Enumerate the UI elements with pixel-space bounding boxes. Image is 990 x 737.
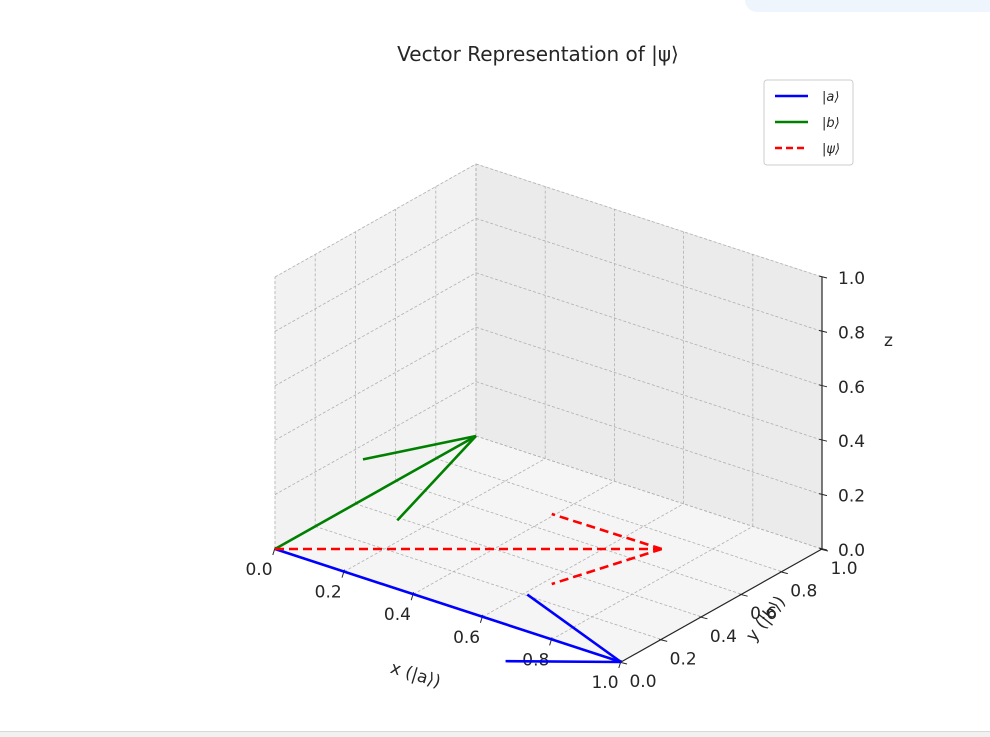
grid-side-z-5 xyxy=(274,163,477,278)
grid-floor-y-3 xyxy=(395,480,742,595)
grid-floor-x-4 xyxy=(551,526,753,640)
bottom-border xyxy=(0,731,990,737)
grid-side-z-1 xyxy=(274,381,477,495)
vector-head-b-1 xyxy=(362,434,477,461)
y-axis-line xyxy=(620,548,823,663)
grid-back-z-1 xyxy=(475,381,823,495)
legend-label-0: |a⟩ xyxy=(822,90,839,105)
z-tick-label-1: 0.2 xyxy=(838,487,865,507)
axis-ticks: 0.0 0.0 0.0 0.2 0.2 0.2 0.4 0.4 0.4 0.6 0.6 0.6 0.8 0… xyxy=(245,269,865,693)
x-axis-label: x (|a⟩) xyxy=(388,658,443,692)
y-tick-label-4: 0.8 xyxy=(790,582,817,602)
vector-shaft-0 xyxy=(274,547,622,664)
x-tick-label-0: 0.0 xyxy=(245,560,272,580)
z-tick-2 xyxy=(818,438,828,442)
grid-floor-y-5 xyxy=(475,435,823,550)
y-tick-label-2: 0.4 xyxy=(710,627,737,647)
grid-floor-x-1 xyxy=(344,458,546,572)
legend: |a⟩ |b⟩ |ψ⟩ xyxy=(763,79,854,166)
legend-label-2: |ψ⟩ xyxy=(822,142,840,157)
grid-back-z-5 xyxy=(475,163,823,278)
z-tick-label-4: 0.8 xyxy=(838,323,865,343)
z-tick-3 xyxy=(818,384,828,388)
grid-floor-y-4 xyxy=(435,458,782,572)
legend-label-1: |b⟩ xyxy=(822,116,840,131)
vector-head-b-2 xyxy=(551,512,663,551)
z-tick-label-3: 0.6 xyxy=(838,378,865,398)
y-tick-label-1: 0.2 xyxy=(670,649,697,669)
grid-floor-x-2 xyxy=(413,480,615,595)
legend-box xyxy=(763,79,854,166)
grid-back-z-2 xyxy=(475,326,823,441)
z-tick-1 xyxy=(818,493,828,497)
grid-side-z-4 xyxy=(274,218,477,332)
grid-back-z-3 xyxy=(475,272,823,387)
z-tick-4 xyxy=(818,329,828,333)
vector-shaft-1 xyxy=(274,434,477,551)
grid-floor-y-1 xyxy=(315,526,662,640)
cropped-panel-corner xyxy=(745,0,990,12)
x-tick-label-1: 0.2 xyxy=(315,583,342,603)
grid-floor-y-2 xyxy=(355,503,702,618)
y-tick-label-5: 1.0 xyxy=(830,559,857,579)
y-tick-4 xyxy=(779,571,788,575)
z-tick-label-5: 1.0 xyxy=(838,269,865,289)
grid-back-z-4 xyxy=(475,218,823,332)
z-tick-label-0: 0.0 xyxy=(838,541,865,561)
y-tick-2 xyxy=(699,616,708,620)
z-tick-label-2: 0.4 xyxy=(838,432,865,452)
y-tick-label-0: 0.0 xyxy=(629,672,656,692)
x-tick-label-2: 0.4 xyxy=(384,605,411,625)
vector-series xyxy=(274,434,663,664)
grid-floor-x-3 xyxy=(482,503,684,618)
y-tick-3 xyxy=(739,593,748,597)
y-tick-5 xyxy=(819,548,829,552)
grid-side-z-3 xyxy=(274,272,477,387)
vector-head-a-0 xyxy=(505,659,622,664)
y-tick-1 xyxy=(659,638,668,642)
vector-head-a-2 xyxy=(551,547,663,586)
vector-head-b-0 xyxy=(526,593,622,664)
z-axis-label: z xyxy=(884,331,893,351)
z-tick-5 xyxy=(818,275,828,279)
y-tick-label-3: 0.6 xyxy=(750,604,777,624)
vector-head-a-1 xyxy=(396,435,477,522)
x-tick-label-3: 0.6 xyxy=(453,628,480,648)
grid-side-z-2 xyxy=(274,326,477,441)
z-tick-0 xyxy=(818,547,828,551)
chart-title: Vector Representation of |ψ⟩ xyxy=(397,42,679,66)
x-tick-label-5: 1.0 xyxy=(591,673,618,693)
